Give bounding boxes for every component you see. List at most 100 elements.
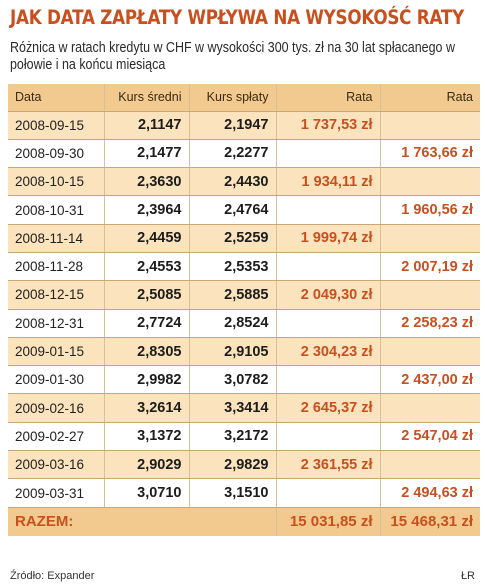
cell-kurs-sredni: 2,8305 [104,337,190,367]
cell-rata-end [380,393,480,423]
cell-rata-mid [276,252,381,282]
cell-rata-mid [276,195,381,225]
cell-kurs-sredni: 2,1147 [104,111,190,140]
cell-rata-end [380,224,480,253]
cell-rata-end [380,337,480,367]
cell-rata-end: 2 258,23 zł [380,309,480,338]
cell-rata-end [380,280,480,310]
table-row: 2008-11-14 2,4459 2,5259 1 999,74 zł [8,224,480,253]
cell-kurs-splaty: 2,9105 [189,337,277,367]
cell-kurs-sredni: 2,9982 [104,365,190,395]
rates-table: Data Kurs średni Kurs spłaty Rata Rata 2… [8,84,480,537]
cell-rata-mid [276,365,381,395]
cell-rata-mid [276,309,381,338]
cell-kurs-sredni: 2,3630 [104,167,190,197]
cell-kurs-splaty: 2,9829 [189,450,277,480]
header-rata-end: Rata [380,84,480,112]
table-row: 2008-09-30 2,1477 2,2277 1 763,66 zł [8,139,480,169]
total-rata-end: 15 468,31 zł [380,507,480,537]
cell-rata-mid [276,139,381,169]
header-rata-mid: Rata [276,84,381,112]
cell-kurs-splaty: 2,2277 [189,139,277,169]
total-rata-mid: 15 031,85 zł [276,507,381,537]
cell-rata-mid: 1 999,74 zł [276,224,381,253]
cell-kurs-splaty: 2,5885 [189,280,277,310]
cell-kurs-splaty: 3,1510 [189,478,277,508]
cell-date: 2008-09-30 [8,139,105,169]
cell-date: 2009-02-16 [8,393,105,423]
table-row: 2008-12-15 2,5085 2,5885 2 049,30 zł [8,280,480,310]
cell-date: 2008-12-31 [8,309,105,338]
cell-date: 2008-09-15 [8,111,105,140]
cell-rata-mid: 1 737,53 zł [276,111,381,140]
source-note: Źródło: Expander [10,570,95,582]
table-body: 2008-09-15 2,1147 2,1947 1 737,53 zł 2008-09… [8,111,480,508]
cell-kurs-splaty: 3,2172 [189,422,277,452]
cell-date: 2008-11-28 [8,252,105,282]
cell-date: 2008-10-31 [8,195,105,225]
chart-subtitle: Różnica w ratach kredytu w CHF w wysokoś… [10,40,455,73]
cell-rata-end: 2 437,00 zł [380,365,480,395]
cell-date: 2009-02-27 [8,422,105,452]
table-row: 2008-11-28 2,4553 2,5353 2 007,19 zł [8,252,480,282]
table-row: 2009-02-16 3,2614 3,3414 2 645,37 zł [8,393,480,423]
cell-kurs-splaty: 2,8524 [189,309,277,338]
cell-date: 2008-12-15 [8,280,105,310]
table-row: 2008-09-15 2,1147 2,1947 1 737,53 zł [8,111,480,140]
cell-rata-mid [276,422,381,452]
header-date: Data [8,84,105,112]
cell-kurs-splaty: 2,1947 [189,111,277,140]
cell-kurs-sredni: 2,1477 [104,139,190,169]
cell-rata-end [380,167,480,197]
cell-rata-end: 2 007,19 zł [380,252,480,282]
cell-date: 2009-01-15 [8,337,105,367]
table-row: 2009-01-15 2,8305 2,9105 2 304,23 zł [8,337,480,367]
cell-rata-end: 2 494,63 zł [380,478,480,508]
cell-rata-mid: 2 361,55 zł [276,450,381,480]
cell-rata-end: 1 960,56 zł [380,195,480,225]
cell-kurs-splaty: 2,4764 [189,195,277,225]
table-header-row: Data Kurs średni Kurs spłaty Rata Rata [8,84,480,112]
cell-rata-mid: 2 645,37 zł [276,393,381,423]
cell-kurs-splaty: 3,0782 [189,365,277,395]
cell-kurs-sredni: 2,4553 [104,252,190,282]
cell-date: 2009-01-30 [8,365,105,395]
cell-rata-mid [276,478,381,508]
cell-kurs-sredni: 2,3964 [104,195,190,225]
cell-kurs-sredni: 2,9029 [104,450,190,480]
cell-date: 2009-03-31 [8,478,105,508]
table-row: 2009-03-31 3,0710 3,1510 2 494,63 zł [8,478,480,508]
table-row: 2008-10-15 2,3630 2,4430 1 934,11 zł [8,167,480,197]
total-row: RAZEM: 15 031,85 zł 15 468,31 zł [8,507,480,537]
cell-kurs-sredni: 2,4459 [104,224,190,253]
cell-kurs-splaty: 2,4430 [189,167,277,197]
total-label: RAZEM: [8,507,277,537]
header-kurs-splaty: Kurs spłaty [189,84,277,112]
cell-rata-end [380,111,480,140]
header-kurs-sredni: Kurs średni [104,84,190,112]
chart-title: JAK DATA ZAPŁATY WPŁYWA NA WYSOKOŚĆ RATY [10,6,464,29]
cell-rata-mid: 2 304,23 zł [276,337,381,367]
cell-kurs-splaty: 2,5353 [189,252,277,282]
cell-rata-mid: 2 049,30 zł [276,280,381,310]
cell-kurs-sredni: 3,1372 [104,422,190,452]
cell-kurs-splaty: 2,5259 [189,224,277,253]
cell-kurs-sredni: 2,5085 [104,280,190,310]
author-credit: ŁR [460,570,475,582]
table-row: 2009-01-30 2,9982 3,0782 2 437,00 zł [8,365,480,395]
cell-rata-end: 1 763,66 zł [380,139,480,169]
table-row: 2009-02-27 3,1372 3,2172 2 547,04 zł [8,422,480,452]
cell-kurs-sredni: 3,0710 [104,478,190,508]
cell-kurs-sredni: 3,2614 [104,393,190,423]
cell-rata-mid: 1 934,11 zł [276,167,381,197]
cell-date: 2008-11-14 [8,224,105,253]
table-row: 2008-10-31 2,3964 2,4764 1 960,56 zł [8,195,480,225]
table-row: 2008-12-31 2,7724 2,8524 2 258,23 zł [8,309,480,338]
cell-rata-end [380,450,480,480]
cell-kurs-sredni: 2,7724 [104,309,190,338]
table-row: 2009-03-16 2,9029 2,9829 2 361,55 zł [8,450,480,480]
cell-rata-end: 2 547,04 zł [380,422,480,452]
cell-date: 2008-10-15 [8,167,105,197]
cell-date: 2009-03-16 [8,450,105,480]
cell-kurs-splaty: 3,3414 [189,393,277,423]
